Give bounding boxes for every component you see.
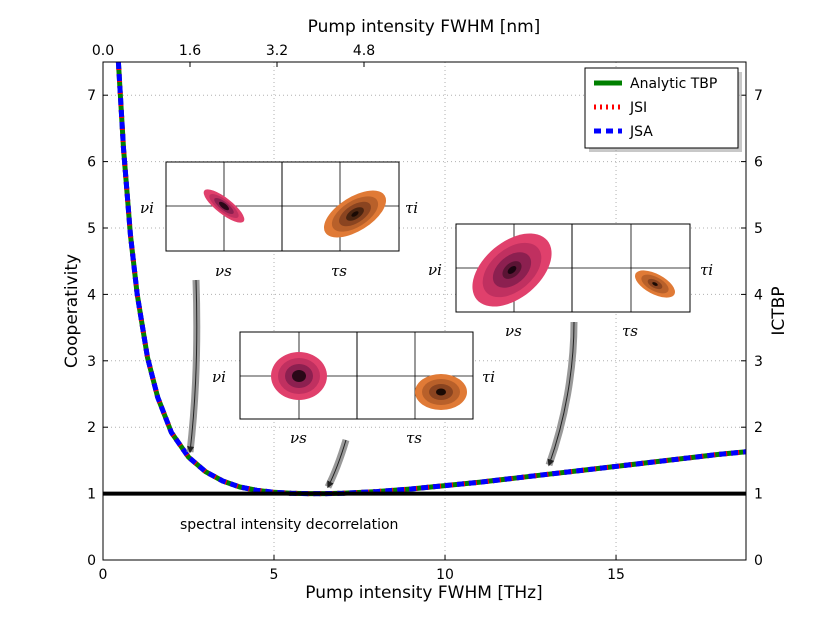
y-axis-label: Cooperativity (62, 254, 82, 368)
inset-2-jsa-contours (415, 374, 467, 410)
pointer-arrow-3 (545, 321, 578, 467)
y2-tick-label-7: 7 (754, 88, 763, 104)
y-tick-label-4: 4 (87, 287, 96, 303)
inset-2: νi νs τs τi (212, 331, 495, 447)
x-axis-label: Pump intensity FWHM [THz] (305, 583, 542, 603)
y2-tick-label-2: 2 (754, 420, 763, 436)
y-tick-label-0: 0 (87, 553, 96, 569)
inset-1-jsi-contours (203, 189, 245, 223)
x-tick-label-2: 10 (436, 567, 454, 583)
y-tick-label-2: 2 (87, 420, 96, 436)
x2-tick-label-1: 1.6 (179, 43, 201, 59)
y-tick-label-3: 3 (87, 354, 96, 370)
plot-area-frame (102, 61, 747, 561)
y2-tick-label-0: 0 (754, 553, 763, 569)
y2-tick-label-3: 3 (754, 354, 763, 370)
legend: Analytic TBP JSI JSA (584, 67, 742, 152)
inset-1-right-xlabel: τs (331, 262, 347, 280)
inset-3-jsi-contours (472, 233, 552, 307)
inset-1-left-xlabel: νs (215, 262, 232, 280)
inset-2-left-ylabel: νi (212, 368, 226, 386)
y-tick-label-7: 7 (87, 88, 96, 104)
y2-tick-label-4: 4 (754, 287, 763, 303)
tick-layer: 0 5 10 15 0.0 1.6 3.2 4.8 0 1 2 3 4 5 6 7 0 1 2 3 4 5 6 7 (87, 43, 763, 583)
x2-tick-label-0: 0.0 (92, 43, 114, 59)
inset-2-right-xlabel: τs (406, 429, 422, 447)
inset-1-left-ylabel: νi (140, 199, 154, 217)
inset-1-right-ylabel: τi (405, 199, 418, 217)
x-tick-label-1: 5 (270, 567, 279, 583)
inset-3-left-ylabel: νi (428, 261, 442, 279)
y-tick-label-1: 1 (87, 487, 96, 503)
inset-3: νi νs τs τi (428, 223, 713, 340)
legend-label-jsi: JSI (629, 100, 647, 116)
y-tick-label-5: 5 (87, 221, 96, 237)
y2-tick-label-1: 1 (754, 487, 763, 503)
pointer-arrows (186, 279, 578, 489)
legend-label-analytic: Analytic TBP (630, 76, 717, 92)
inset-3-right-xlabel: τs (622, 322, 638, 340)
annotation-text: spectral intensity decorrelation (180, 517, 398, 533)
inset-3-left-xlabel: νs (505, 322, 522, 340)
inset-2-left-xlabel: νs (290, 429, 307, 447)
y-tick-label-6: 6 (87, 155, 96, 171)
inset-3-jsa-contours (635, 270, 675, 298)
x2-tick-label-2: 3.2 (266, 43, 288, 59)
inset-1-jsa-contours (323, 190, 387, 238)
x2-tick-label-3: 4.8 (353, 43, 375, 59)
y2-tick-label-5: 5 (754, 221, 763, 237)
legend-label-jsa: JSA (629, 124, 653, 140)
y2-axis-label: ICTBP (769, 286, 789, 335)
x-tick-label-3: 15 (607, 567, 625, 583)
y2-tick-label-6: 6 (754, 155, 763, 171)
inset-2-right-ylabel: τi (482, 368, 495, 386)
inset-3-right-ylabel: τi (700, 261, 713, 279)
x-tick-label-0: 0 (99, 567, 108, 583)
x2-axis-label: Pump intensity FWHM [nm] (308, 17, 541, 37)
inset-1: νi νs τs τi (140, 161, 418, 280)
inset-2-jsi-contours (271, 352, 327, 400)
